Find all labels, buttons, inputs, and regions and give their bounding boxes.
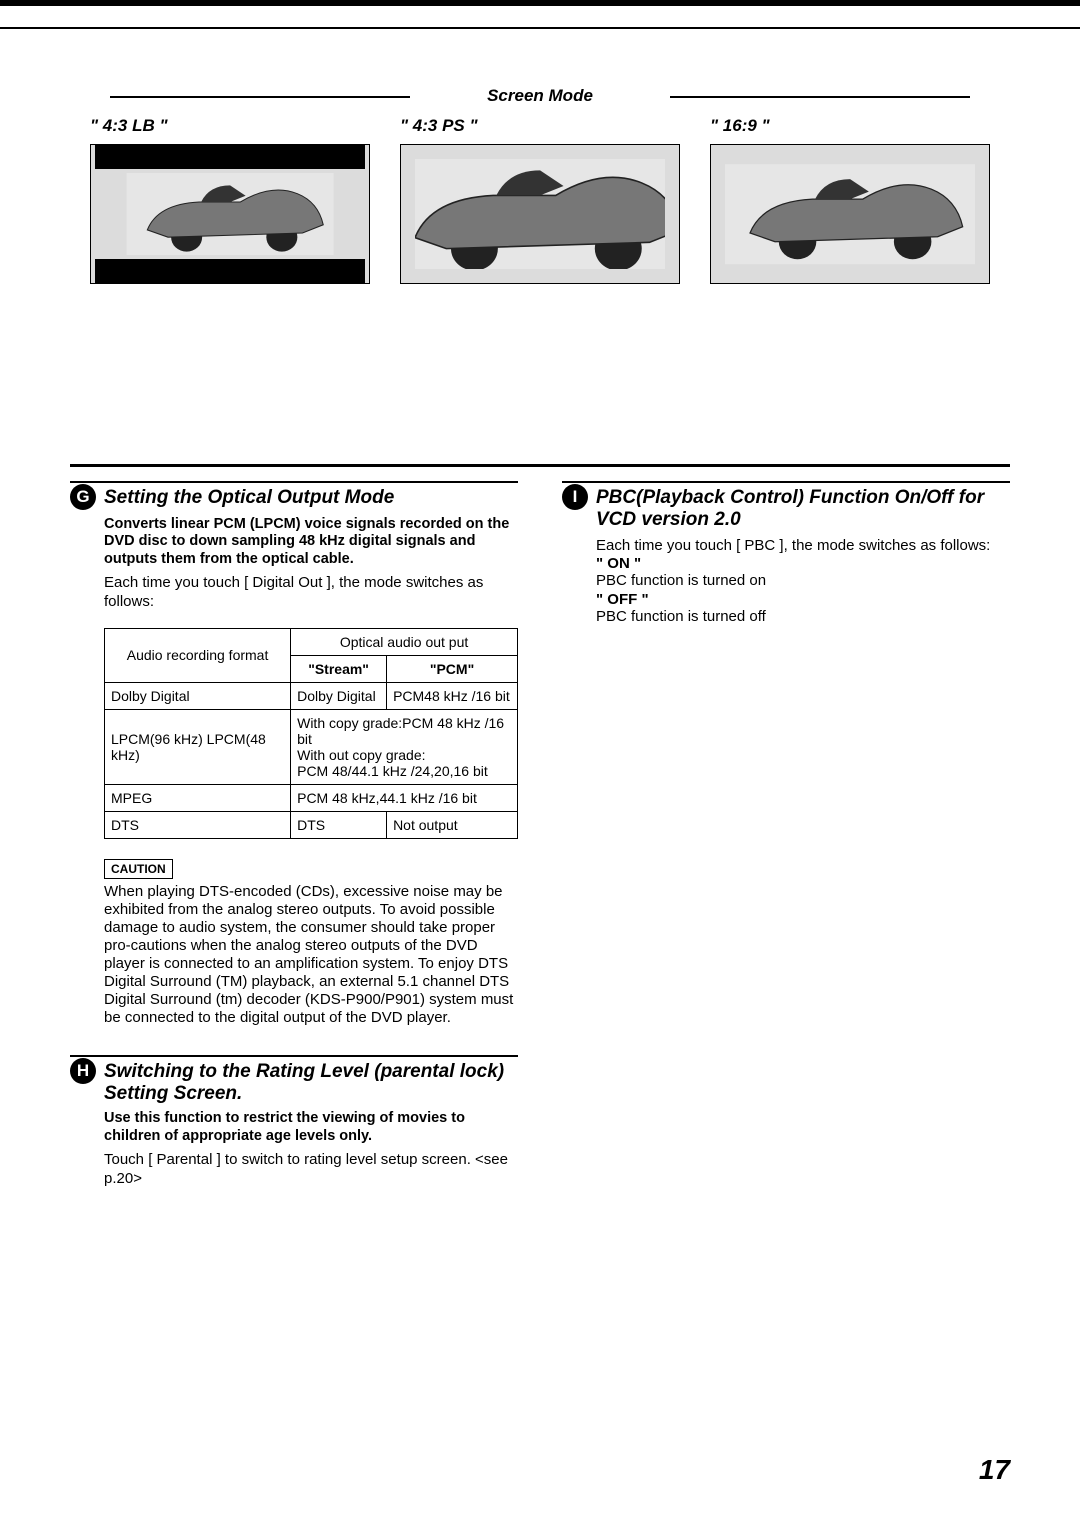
section-i-badge: I [562, 484, 588, 510]
section-g-title: Setting the Optical Output Mode [104, 487, 394, 509]
divider-right [670, 96, 970, 98]
section-g-badge: G [70, 484, 96, 510]
audio-output-table: Audio recording format Optical audio out… [104, 628, 518, 839]
mode-image-43lb [90, 144, 370, 284]
th-pcm: "PCM" [387, 655, 518, 682]
td-mpeg-format: MPEG [105, 784, 291, 811]
section-i-on-label: " ON " [596, 555, 1010, 572]
section-i-off-label: " OFF " [596, 591, 1010, 608]
section-g: G Setting the Optical Output Mode Conver… [70, 481, 518, 1027]
screen-mode-title-row: Screen Mode [70, 86, 1010, 106]
caution-text: When playing DTS-encoded (CDs), excessiv… [104, 883, 518, 1027]
section-g-body: Each time you touch [ Digital Out ], the… [104, 574, 518, 612]
td-dts-format: DTS [105, 811, 291, 838]
section-i-title: PBC(Playback Control) Function On/Off fo… [596, 487, 1010, 531]
car-icon [105, 173, 355, 256]
td-dolby-format: Dolby Digital [105, 682, 291, 709]
th-format: Audio recording format [105, 628, 291, 682]
screen-mode-section: Screen Mode " 4:3 LB " " 4:3 PS " " 16:9… [70, 86, 1010, 284]
section-g-desc: Converts linear PCM (LPCM) voice signals… [104, 516, 518, 568]
td-lpcm-merged: With copy grade:PCM 48 kHz /16 bit With … [291, 709, 518, 784]
section-h-title: Switching to the Rating Level (parental … [104, 1061, 518, 1105]
td-dts-pcm: Not output [387, 811, 518, 838]
mode-image-43ps [400, 144, 680, 284]
td-dts-stream: DTS [291, 811, 387, 838]
section-h-badge: H [70, 1058, 96, 1084]
td-lpcm-format: LPCM(96 kHz) LPCM(48 kHz) [105, 709, 291, 784]
car-icon [725, 159, 975, 269]
right-column: I PBC(Playback Control) Function On/Off … [562, 481, 1010, 1217]
th-stream: "Stream" [291, 655, 387, 682]
caution-label: CAUTION [104, 859, 173, 879]
mode-label-169: " 16:9 " [710, 116, 990, 136]
section-i-on-text: PBC function is turned on [596, 572, 1010, 591]
screen-mode-title: Screen Mode [477, 86, 603, 106]
mode-labels-row: " 4:3 LB " " 4:3 PS " " 16:9 " [90, 116, 990, 136]
section-divider [70, 464, 1010, 467]
mode-label-43lb: " 4:3 LB " [90, 116, 370, 136]
th-output: Optical audio out put [291, 628, 518, 655]
section-i-body: Each time you touch [ PBC ], the mode sw… [596, 537, 1010, 556]
section-h: H Switching to the Rating Level (parenta… [70, 1055, 518, 1189]
section-h-body: Touch [ Parental ] to switch to rating l… [104, 1151, 518, 1189]
page-number: 17 [979, 1454, 1010, 1486]
mode-images-row [90, 144, 990, 284]
section-i-off-text: PBC function is turned off [596, 608, 1010, 627]
divider-left [110, 96, 410, 98]
left-column: G Setting the Optical Output Mode Conver… [70, 481, 518, 1217]
section-h-desc: Use this function to restrict the viewin… [104, 1110, 518, 1145]
td-mpeg-merged: PCM 48 kHz,44.1 kHz /16 bit [291, 784, 518, 811]
section-i: I PBC(Playback Control) Function On/Off … [562, 481, 1010, 627]
td-dolby-pcm: PCM48 kHz /16 bit [387, 682, 518, 709]
car-icon [415, 159, 665, 269]
mode-image-169 [710, 144, 990, 284]
mode-label-43ps: " 4:3 PS " [400, 116, 680, 136]
td-dolby-stream: Dolby Digital [291, 682, 387, 709]
